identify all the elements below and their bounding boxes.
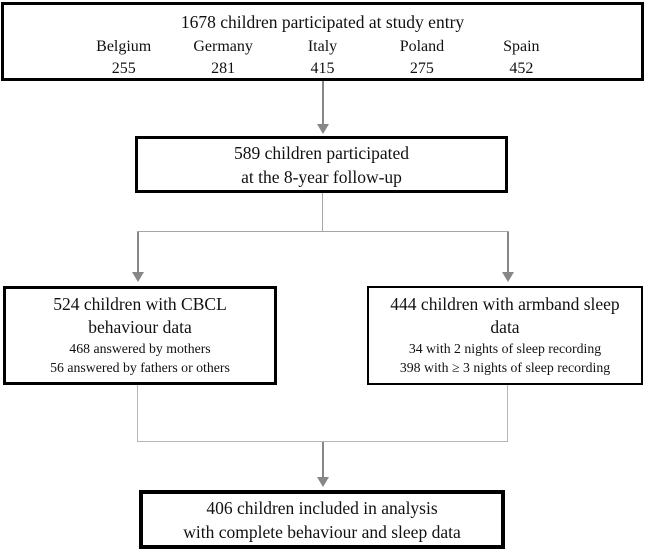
- cbcl-title-line2: behaviour data: [88, 317, 192, 337]
- arrow-to-cbcl-stem: [137, 232, 139, 273]
- arrow-to-final-head-icon: [317, 477, 329, 487]
- merge-connector-right: [507, 385, 508, 442]
- country-name: Poland: [399, 38, 445, 55]
- followup-line1: 589 children participated: [234, 142, 409, 163]
- country-germany: Germany 281: [173, 35, 272, 80]
- cbcl-title-line1: 524 children with CBCL: [53, 294, 227, 314]
- country-count: 452: [509, 60, 534, 77]
- sleep-sub-line2: 398 with ≥ 3 nights of sleep recording: [399, 360, 611, 375]
- arrow-entry-to-followup-head-icon: [317, 124, 329, 134]
- arrow-to-cbcl-head-icon: [132, 272, 144, 282]
- entry-title: 1678 children participated at study entr…: [180, 12, 465, 32]
- final-line2: with complete behaviour and sleep data: [183, 521, 461, 542]
- final-line1: 406 children included in analysis: [206, 497, 438, 518]
- arrow-entry-to-followup-stem: [322, 81, 324, 125]
- country-name: Spain: [503, 38, 540, 55]
- country-spain: Spain 452: [472, 35, 571, 80]
- country-name: Italy: [307, 38, 338, 55]
- country-count: 415: [310, 60, 335, 77]
- country-count: 255: [111, 60, 136, 77]
- country-poland: Poland 275: [372, 35, 471, 80]
- arrow-to-sleep-stem: [507, 232, 509, 273]
- merge-connector-horizontal: [137, 441, 508, 442]
- sleep-sub-line1: 34 with 2 nights of sleep recording: [408, 341, 602, 356]
- merge-connector-left: [137, 385, 138, 442]
- country-italy: Italy 415: [273, 35, 372, 80]
- split-connector-horizontal: [137, 231, 509, 232]
- country-name: Belgium: [96, 38, 152, 55]
- final-box: 406 children included in analysis with c…: [139, 490, 505, 549]
- arrow-to-sleep-head-icon: [502, 272, 514, 282]
- countries-row: Belgium 255 Germany 281 Italy 415 Poland…: [4, 35, 641, 80]
- followup-line2: at the 8-year follow-up: [241, 166, 402, 187]
- country-count: 275: [409, 60, 434, 77]
- sleep-title-line1: 444 children with armband sleep: [390, 294, 620, 314]
- cbcl-sub-line1: 468 answered by mothers: [69, 341, 211, 356]
- sleep-title-line2: data: [490, 317, 520, 337]
- country-belgium: Belgium 255: [74, 35, 173, 80]
- country-name: Germany: [193, 38, 253, 55]
- followup-box: 589 children participated at the 8-year …: [135, 136, 508, 193]
- cbcl-box: 524 children with CBCL behaviour data 46…: [3, 286, 277, 385]
- country-count: 281: [211, 60, 236, 77]
- entry-box: 1678 children participated at study entr…: [1, 2, 644, 81]
- cbcl-sub-line2: 56 answered by fathers or others: [50, 360, 230, 375]
- arrow-to-final-stem: [322, 442, 324, 478]
- sleep-box: 444 children with armband sleep data 34 …: [367, 286, 643, 385]
- split-connector-stem: [322, 193, 323, 232]
